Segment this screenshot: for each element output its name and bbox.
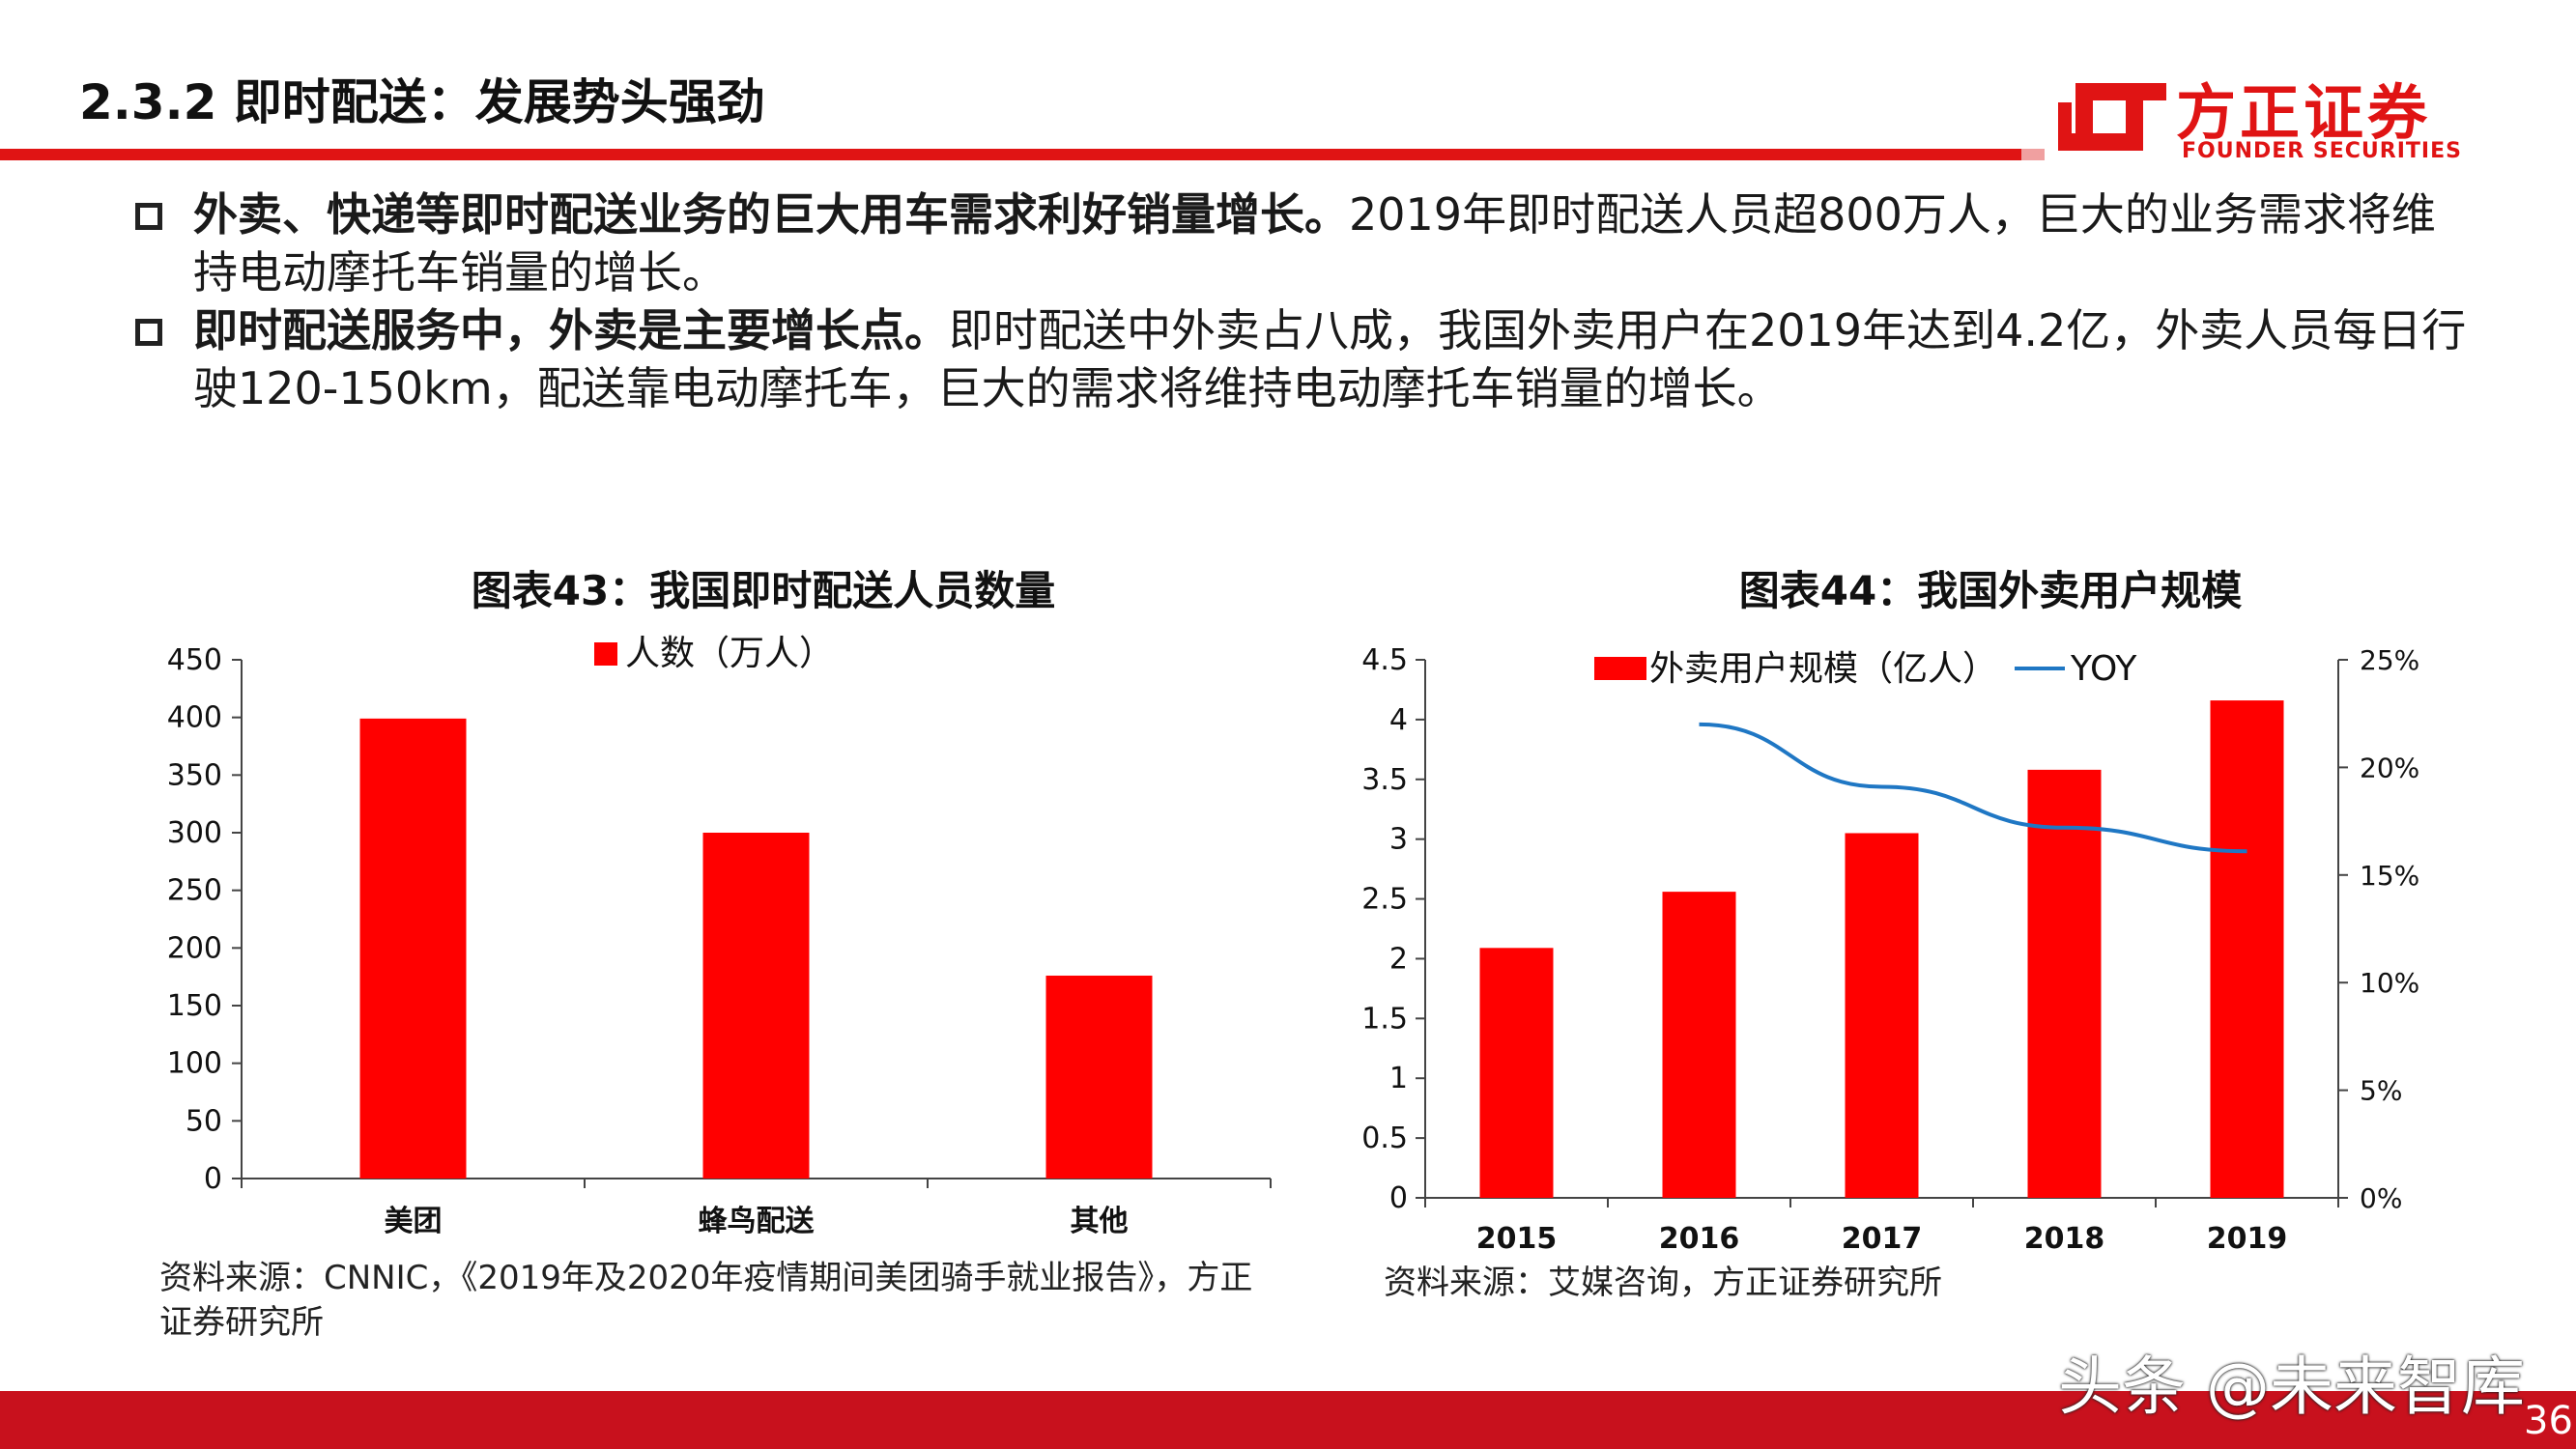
legend-label-line: YOY	[2070, 649, 2137, 689]
title-rule	[0, 149, 2021, 160]
bullet-text: 即时配送中外卖占八成，我国外卖用户在2019年达到4.2亿，外卖人员每日行驶12…	[193, 304, 2467, 414]
chart-title-43: 图表43：我国即时配送人员数量	[471, 567, 1056, 614]
x-tick-label: 2018	[2024, 1222, 2105, 1256]
founder-logo-icon	[2058, 83, 2166, 151]
y-tick-label: 450	[167, 643, 222, 677]
y-tick-label: 100	[167, 1047, 222, 1081]
y2-tick-label: 20%	[2360, 752, 2419, 783]
footer-watermark: 头条 @未来智库	[2058, 1350, 2525, 1424]
x-tick-label: 2019	[2207, 1222, 2288, 1256]
y-tick-label: 3	[1389, 823, 1408, 857]
bar	[1845, 833, 1919, 1198]
bullet-item: 即时配送服务中，外卖是主要增长点。即时配送中外卖占八成，我国外卖用户在2019年…	[135, 301, 2474, 417]
y2-tick-label: 5%	[2360, 1075, 2402, 1107]
y-tick-label: 400	[167, 701, 222, 735]
y-tick-label: 1	[1389, 1062, 1408, 1095]
bullet-bold-text: 外卖、快递等即时配送业务的巨大用车需求利好销量增长。	[193, 188, 1349, 241]
y-tick-label: 0.5	[1361, 1122, 1408, 1155]
page-title: 2.3.2 即时配送：发展势头强劲	[79, 74, 765, 130]
y2-tick-label: 0%	[2360, 1182, 2402, 1214]
legend-swatch-bar	[1594, 657, 1646, 680]
footer-band	[0, 1391, 2576, 1449]
bar	[2027, 769, 2102, 1198]
y-tick-label: 150	[167, 989, 222, 1023]
y-tick-label: 1.5	[1361, 1002, 1408, 1036]
bar	[1045, 975, 1153, 1179]
logo-chinese-name: 方正证券	[2176, 77, 2432, 148]
y2-tick-label: 10%	[2360, 967, 2419, 999]
bar	[1479, 948, 1554, 1198]
brand-logo: 方正证券 FOUNDER SECURITIES	[2058, 70, 2483, 166]
y2-tick-label: 25%	[2360, 644, 2419, 676]
legend-label-bar: 外卖用户规模（亿人）	[1649, 649, 1997, 689]
bar	[702, 833, 810, 1179]
y-tick-label: 4.5	[1361, 643, 1408, 677]
y-tick-label: 0	[1389, 1181, 1408, 1215]
x-tick-label: 2016	[1659, 1222, 1740, 1256]
y-tick-label: 0	[204, 1162, 222, 1196]
x-tick-label: 2015	[1476, 1222, 1558, 1256]
y2-tick-label: 15%	[2360, 860, 2419, 892]
bar	[2210, 700, 2284, 1198]
legend-swatch	[594, 642, 617, 666]
bar	[359, 718, 467, 1179]
y-tick-label: 50	[186, 1104, 222, 1138]
logo-english-name: FOUNDER SECURITIES	[2182, 139, 2462, 163]
y-tick-label: 4	[1389, 703, 1408, 737]
x-tick-label: 蜂鸟配送	[699, 1205, 815, 1238]
x-tick-label: 其他	[1071, 1205, 1129, 1238]
chart-title-44: 图表44：我国外卖用户规模	[1738, 567, 2243, 614]
y-tick-label: 2	[1389, 942, 1408, 976]
title-rule-accent	[2021, 149, 2045, 160]
y-tick-label: 250	[167, 874, 222, 908]
bullet-list: 外卖、快递等即时配送业务的巨大用车需求利好销量增长。2019年即时配送人员超80…	[135, 185, 2474, 417]
legend-label: 人数（万人）	[625, 634, 834, 673]
chart-takeaway-users: 0 0.5 1 1.5 2 2.5 3 3.5 4 4.5 0% 5% 10% 15% 20% 25% 2015…	[1361, 643, 2419, 1256]
yoy-line	[1699, 722, 2247, 854]
y-tick-label: 200	[167, 931, 222, 965]
chart-delivery-personnel: 0 50 100 150 200 250 300 350 400 450 美团 蜂鸟配送 其他 人数（万人…	[167, 634, 1272, 1238]
chart-source-43: 资料来源：CNNIC，《2019年及2020年疫情期间美团骑手就业报告》，方正证…	[159, 1259, 1253, 1342]
x-tick-label: 2017	[1842, 1222, 1923, 1256]
y-tick-label: 350	[167, 758, 222, 792]
chart-source-44: 资料来源：艾媒咨询，方正证券研究所	[1384, 1264, 1942, 1302]
page-number: 36	[2524, 1399, 2573, 1443]
x-tick-label: 美团	[385, 1205, 443, 1238]
y-tick-label: 3.5	[1361, 763, 1408, 797]
bullet-text: 2019年即时配送人员超800万人，巨大的业务需求将维持电动摩托车销量的增长。	[193, 188, 2436, 298]
bullet-bold-text: 即时配送服务中，外卖是主要增长点。	[193, 304, 949, 356]
bar	[1662, 892, 1736, 1198]
bullet-item: 外卖、快递等即时配送业务的巨大用车需求利好销量增长。2019年即时配送人员超80…	[135, 185, 2474, 301]
y-tick-label: 300	[167, 816, 222, 850]
y-tick-label: 2.5	[1361, 883, 1408, 917]
square-bullet-icon	[135, 319, 162, 346]
square-bullet-icon	[135, 203, 162, 230]
